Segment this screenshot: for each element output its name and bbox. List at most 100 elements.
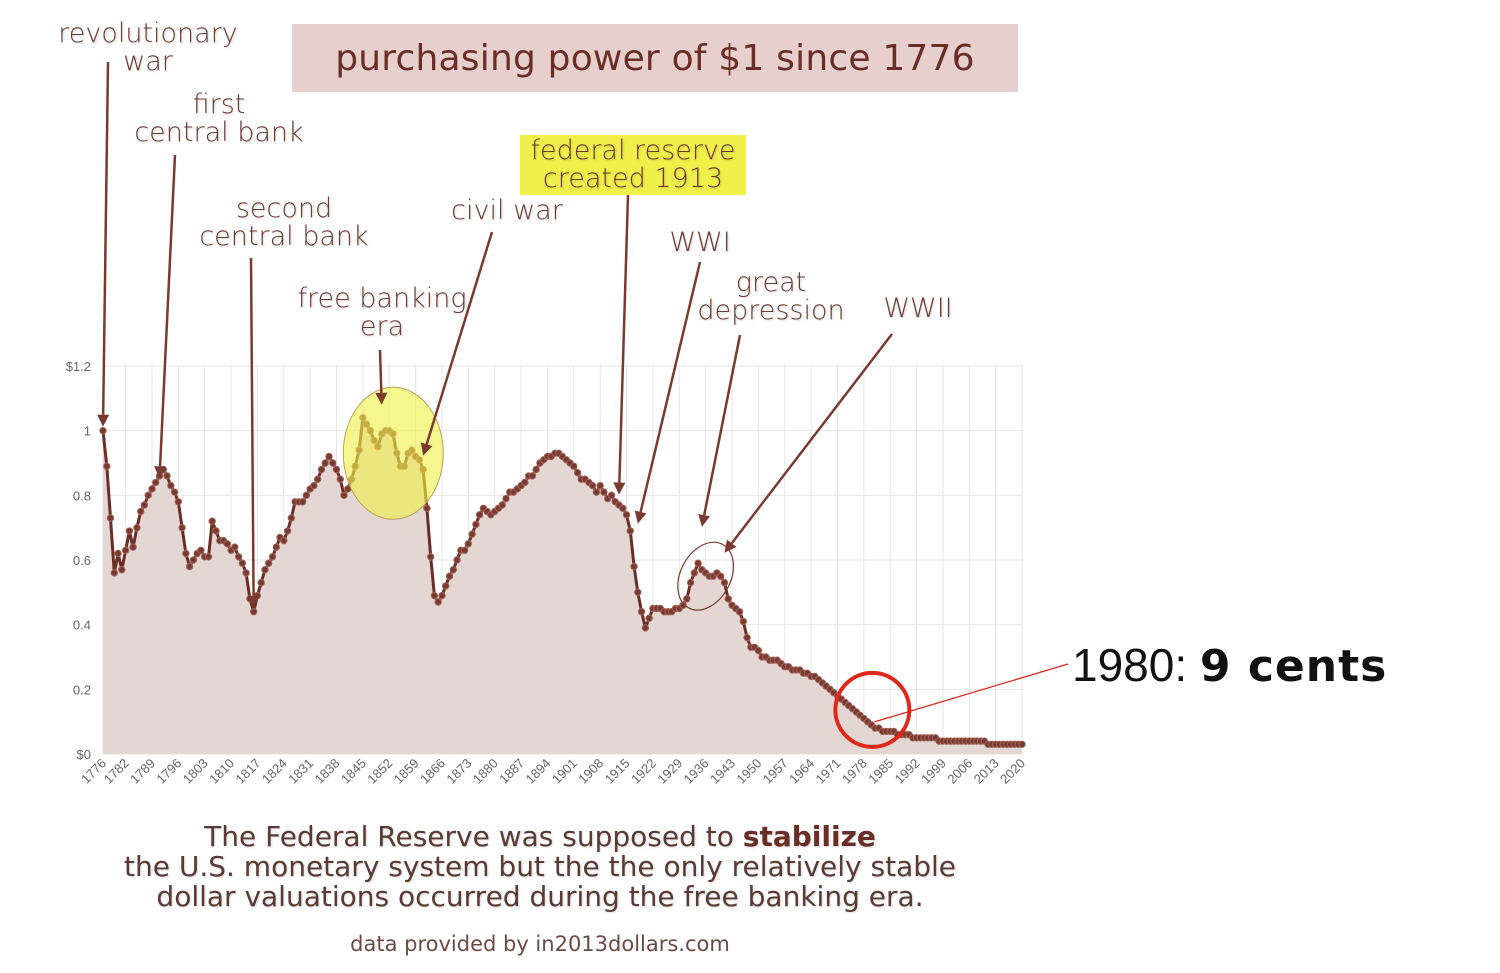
data-point [174,498,183,506]
data-point [607,491,616,499]
y-axis: $0 0.2 0.4 0.6 0.8 1 $1.2 [66,359,91,762]
data-point [148,485,156,493]
x-tick-label: 1978 [839,756,870,787]
annotation-line: great [735,267,807,298]
x-tick-label: 1782 [101,756,132,787]
data-point [570,462,578,470]
y-tick-label: 0.6 [73,553,91,568]
data-point [189,556,198,564]
data-point [645,614,653,622]
data-point [596,481,604,490]
data-point [588,481,597,490]
x-tick-label: 1964 [786,756,817,787]
data-point [449,566,457,574]
data-point [272,543,280,551]
data-point [167,481,175,490]
annotation-line: free banking [297,283,467,314]
annotation-line: federal reserve [530,135,736,166]
data-point [472,520,480,529]
footer-line-1-text: The Federal Reserve was supposed to [204,820,743,853]
data-point [592,488,601,496]
x-tick-label: 1859 [391,756,422,787]
annotation-arrow-shaft [730,333,893,544]
x-axis: 1776178217891796180318101817182418311838… [78,756,1028,787]
annotation-line: central bank [134,117,304,148]
data-point [532,465,540,474]
annotation-second-central-bank: second central bank [195,195,373,251]
x-tick-label: 1838 [312,756,343,787]
annotation-great-depression: great depression [690,269,852,325]
callout-leader-line [874,663,1069,723]
y-tick-label: 0.8 [73,488,91,503]
callout-circle [833,670,912,749]
data-point [498,501,506,509]
annotation-arrow-head [613,482,626,495]
great-depression-ellipse [677,541,735,611]
x-tick-label: 1817 [232,756,263,787]
data-point [110,569,119,577]
highlight-ellipses [342,386,735,611]
annotation-arrow-shaft [702,334,742,516]
data-point [336,475,344,483]
data-point [619,504,627,512]
x-tick-label: 1880 [470,756,501,787]
x-tick-label: 2006 [944,756,975,787]
annotation-wwi: WWI [664,229,736,257]
data-point [735,608,744,616]
annotation-line: first [192,89,246,120]
annotation-line: created 1913 [542,163,724,194]
y-tick-label: 1 [84,424,91,439]
data-point [438,591,446,600]
data-point [163,472,171,480]
x-tick-label: 1852 [364,756,395,787]
footer-line-2: the U.S. monetary system but the the onl… [123,850,957,883]
annotation-line: war [123,46,173,77]
data-point [641,624,650,632]
data-point [329,459,337,467]
data-credit: data provided by in2013dollars.com [350,932,730,956]
data-point [468,530,476,538]
data-point [170,488,179,496]
y-tick-label: $1.2 [66,359,91,374]
data-point [626,527,634,535]
data-point [280,536,288,545]
callout-marker [833,663,1069,749]
data-point [223,540,232,548]
footer-line-3: dollar valuations occurred during the fr… [156,880,924,913]
data-point [434,598,442,606]
data-point [430,591,439,600]
annotation-arrow-shaft [378,349,383,393]
x-tick-label: 1908 [575,756,606,787]
annotation-arrow-head [634,510,647,524]
data-point [283,527,292,535]
data-point [118,566,126,574]
annotation-arrow-shaft [158,154,177,467]
annotation-arrow-head [375,392,388,405]
x-tick-label: 1999 [918,756,949,787]
data-point [185,562,194,571]
data-point [144,491,152,499]
annotation-line: WWI [669,227,731,258]
data-point [298,498,307,506]
data-point [445,572,454,580]
data-point [502,494,510,503]
annotation-arrow-head [154,466,167,479]
data-point [261,566,269,574]
x-tick-label: 1894 [522,756,553,787]
annotation-arrow-shaft [618,194,630,483]
data-point [637,608,646,616]
x-tick-label: 1943 [707,756,738,787]
data-point [464,540,472,548]
data-point [528,472,537,480]
annotation-arrow-head [724,539,737,553]
x-tick-label: 1992 [892,756,923,787]
y-tick-label: 0.2 [73,682,91,697]
data-point [287,514,295,522]
free-banking-ellipse [342,386,444,520]
x-tick-label: 1985 [865,756,896,787]
x-tick-label: 1803 [180,756,211,787]
chart-title-box: purchasing power of $1 since 1776 [292,24,1018,92]
data-point [332,465,341,474]
data-point [622,511,631,519]
data-point [238,559,247,567]
